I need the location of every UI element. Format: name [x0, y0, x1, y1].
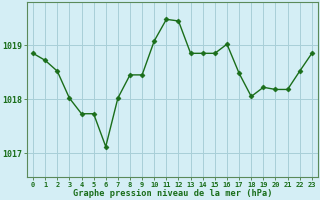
X-axis label: Graphe pression niveau de la mer (hPa): Graphe pression niveau de la mer (hPa) [73, 189, 272, 198]
